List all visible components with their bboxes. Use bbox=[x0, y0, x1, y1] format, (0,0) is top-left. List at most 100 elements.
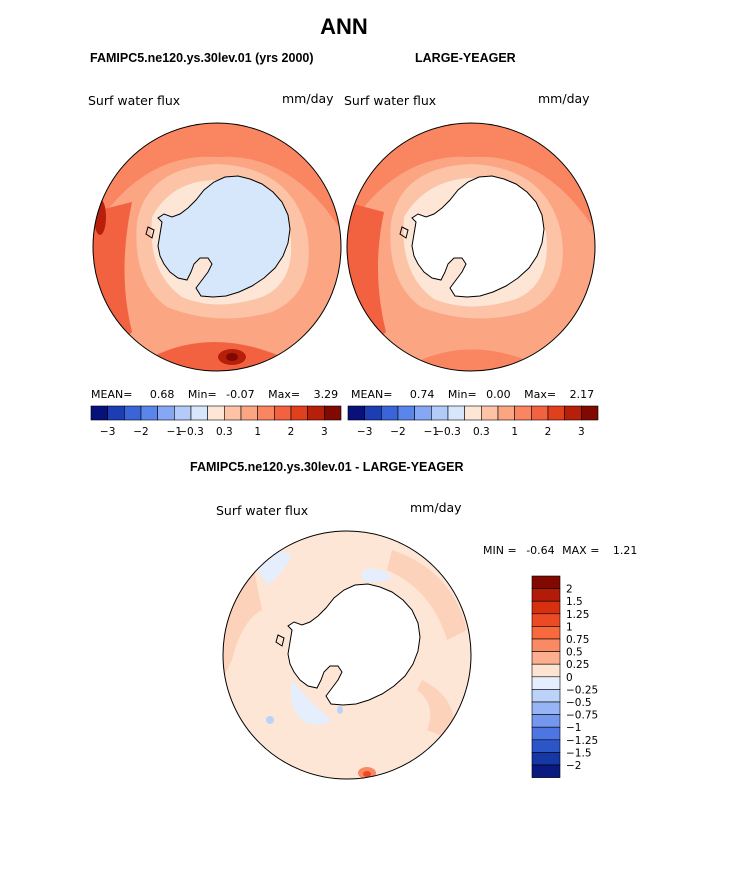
difference-colorbar-tick-label: −1.5 bbox=[566, 747, 592, 759]
left-mean-label: MEAN= bbox=[91, 388, 133, 401]
difference-colorbar-swatch bbox=[531, 726, 561, 741]
difference-colorbar-swatch bbox=[531, 613, 561, 627]
left-colorbar-swatch bbox=[257, 405, 275, 421]
difference-variable-label: Surf water flux bbox=[216, 503, 309, 518]
right-colorbar-tick-label: −1 bbox=[424, 426, 439, 438]
left-colorbar-swatch bbox=[324, 405, 342, 421]
left-flux-band-south bbox=[152, 342, 282, 371]
difference-min-value: -0.64 bbox=[526, 544, 555, 557]
right-mean-value: 0.74 bbox=[409, 388, 435, 401]
difference-max-value: 1.21 bbox=[612, 544, 638, 557]
right-colorbar-swatch bbox=[531, 405, 549, 421]
left-colorbar-tick-label: 3 bbox=[321, 426, 328, 438]
left-min-value: -0.07 bbox=[226, 388, 255, 401]
right-colorbar-swatch bbox=[514, 405, 532, 421]
difference-colorbar-tick-label: 0.25 bbox=[566, 659, 589, 671]
left-variable-label: Surf water flux bbox=[88, 93, 181, 108]
difference-stats: MIN = -0.64 MAX = 1.21 bbox=[483, 544, 637, 557]
right-colorbar-tick-label: 2 bbox=[545, 426, 552, 438]
difference-colorbar-tick-label: −0.5 bbox=[566, 697, 592, 709]
difference-colorbar-swatch bbox=[531, 663, 561, 678]
left-colorbar-tick-label: 0.3 bbox=[216, 426, 233, 438]
left-max-value: 3.29 bbox=[313, 388, 339, 401]
difference-colorbar-tick-label: 0 bbox=[566, 672, 573, 684]
difference-title: FAMIPC5.ne120.ys.30lev.01 - LARGE-YEAGER bbox=[190, 460, 464, 474]
right-colorbar-swatch bbox=[447, 405, 465, 421]
left-max-label: Max= bbox=[268, 388, 301, 401]
right-colorbar-swatch bbox=[464, 405, 482, 421]
right-polar-map bbox=[346, 122, 596, 372]
left-colorbar-tick-label: 1 bbox=[254, 426, 261, 438]
left-units-label: mm/day bbox=[282, 91, 334, 106]
right-colorbar-tick-label: −0.3 bbox=[435, 426, 461, 438]
difference-colorbar-tick-label: 1.25 bbox=[566, 609, 589, 621]
right-units-label: mm/day bbox=[538, 91, 590, 106]
difference-colorbar-swatch bbox=[531, 689, 561, 703]
right-flux-band-south bbox=[416, 349, 531, 371]
difference-colorbar-tick-label: −1 bbox=[566, 722, 581, 734]
left-colorbar-swatch bbox=[107, 405, 125, 421]
right-colorbar-tick-label: −2 bbox=[390, 426, 405, 438]
difference-min-label: MIN = bbox=[483, 544, 517, 557]
difference-colorbar-swatch bbox=[531, 714, 561, 728]
difference-colorbar-tick-label: −0.75 bbox=[566, 710, 598, 722]
left-colorbar-swatch bbox=[274, 405, 292, 421]
difference-colorbar-tick-label: 2 bbox=[566, 584, 573, 596]
left-antarctica bbox=[157, 175, 291, 298]
right-colorbar-swatch bbox=[481, 405, 499, 421]
right-colorbar-tick-label: −3 bbox=[357, 426, 372, 438]
left-case-title: FAMIPC5.ne120.ys.30lev.01 (yrs 2000) bbox=[90, 51, 314, 65]
left-colorbar-swatch bbox=[90, 405, 108, 421]
difference-colorbar-swatch bbox=[531, 588, 561, 602]
right-colorbar-swatch bbox=[431, 405, 449, 421]
left-stats: MEAN= 0.68 Min= -0.07 Max= 3.29 bbox=[91, 388, 338, 401]
left-colorbar-swatch bbox=[307, 405, 325, 421]
right-colorbar-swatch bbox=[497, 405, 515, 421]
left-colorbar-tick-label: −0.3 bbox=[178, 426, 204, 438]
left-mean-value: 0.68 bbox=[149, 388, 175, 401]
difference-max-label: MAX = bbox=[562, 544, 600, 557]
right-mean-label: MEAN= bbox=[351, 388, 393, 401]
left-colorbar-tick-label: −2 bbox=[133, 426, 148, 438]
right-colorbar-tick-label: 0.3 bbox=[473, 426, 490, 438]
right-colorbar-swatch bbox=[381, 405, 399, 421]
right-case-title: LARGE-YEAGER bbox=[415, 51, 516, 65]
difference-colorbar-swatch bbox=[531, 575, 561, 589]
difference-colorbar-swatch bbox=[531, 638, 561, 652]
right-colorbar-swatch bbox=[547, 405, 565, 421]
difference-colorbar-tick-label: 1 bbox=[566, 621, 573, 633]
right-colorbar-tick-label: 1 bbox=[511, 426, 518, 438]
left-colorbar-swatch bbox=[124, 405, 142, 421]
difference-colorbar-swatch bbox=[531, 676, 561, 690]
difference-colorbar-tick-label: −1.25 bbox=[566, 735, 598, 747]
difference-colorbar-swatch bbox=[531, 651, 561, 665]
left-polar-map bbox=[92, 122, 342, 372]
right-min-value: 0.00 bbox=[486, 388, 511, 401]
left-colorbar-tick-label: −1 bbox=[167, 426, 182, 438]
difference-colorbar-tick-label: 0.75 bbox=[566, 634, 589, 646]
right-colorbar-swatch bbox=[564, 405, 582, 421]
right-flux-band-outer bbox=[347, 123, 595, 232]
difference-colorbar: 21.51.2510.750.50.250−0.25−0.5−0.75−1−1.… bbox=[531, 575, 598, 778]
right-max-label: Max= bbox=[524, 388, 557, 401]
left-colorbar-swatch bbox=[157, 405, 175, 421]
difference-colorbar-tick-label: −0.25 bbox=[566, 684, 598, 696]
left-colorbar-swatch bbox=[290, 405, 308, 421]
right-colorbar-swatch bbox=[397, 405, 415, 421]
right-variable-label: Surf water flux bbox=[344, 93, 437, 108]
difference-polar-map bbox=[222, 530, 472, 780]
left-colorbar: −3 −2 −1−0.3 0.3 1 2 3 bbox=[90, 405, 342, 438]
left-colorbar-swatch bbox=[224, 405, 242, 421]
left-min-label: Min= bbox=[187, 388, 217, 401]
right-min-label: Min= bbox=[447, 388, 477, 401]
difference-units-label: mm/day bbox=[410, 500, 462, 515]
difference-colorbar-swatch bbox=[531, 752, 561, 766]
difference-colorbar-swatch bbox=[531, 626, 561, 640]
left-colorbar-swatch bbox=[140, 405, 158, 421]
left-colorbar-swatch bbox=[190, 405, 208, 421]
difference-antarctica bbox=[287, 583, 421, 706]
right-stats: MEAN= 0.74 Min= 0.00 Max= 2.17 bbox=[351, 388, 594, 401]
difference-colorbar-swatch bbox=[531, 600, 561, 615]
difference-colorbar-tick-label: −2 bbox=[566, 760, 581, 772]
right-max-value: 2.17 bbox=[569, 388, 595, 401]
